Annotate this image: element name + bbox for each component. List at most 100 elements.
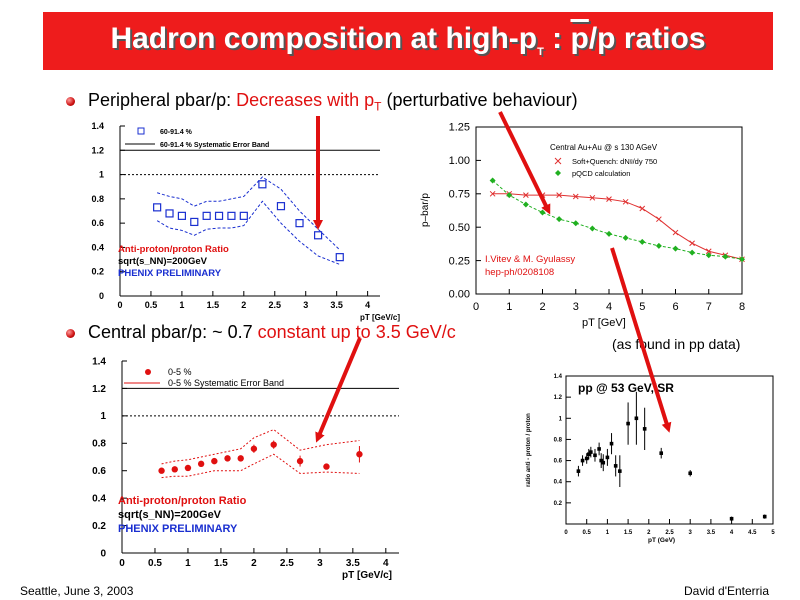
data-point [184,464,192,472]
x-tick-label: 1 [606,530,610,536]
data-point [171,466,178,473]
data-point [270,441,277,448]
x-tick-label: 4.5 [748,530,757,536]
legend-marker [555,170,561,176]
data-point [672,229,679,236]
y-tick-label: 0.4 [92,493,106,504]
y-tick-label: 0.8 [554,437,563,443]
x-tick-label: 1 [506,301,512,313]
data-point [214,211,224,220]
x-tick-label: 3 [303,300,308,310]
data-point [589,194,596,201]
bullet1-suffix: (perturbative behaviour) [381,90,578,110]
y-tick-label: 1 [559,416,563,422]
data-point [722,253,729,260]
peripheral-chart: 0 0.5 1 1.5 2 2.5 3 3.5 4 0 0.2 0.4 0.6 0.8 1 1.2 1.4 60-… [91,121,400,322]
legend-entry: 0-5 % Systematic Error Band [168,378,284,388]
y-axis-label: p–bar/p [420,193,431,227]
title-subscript: T [537,46,544,58]
y-tick-label: 0.6 [92,466,106,477]
data-point [211,457,218,465]
plot-frame [475,126,743,295]
chart-label-phenix: PHENIX PRELIMINARY [118,523,238,535]
error-band-upper [161,428,360,465]
theory-chart: 0 1 2 3 4 5 6 7 8 0.00 0.25 0.50 0.75 1.00 1.25 Central… [420,122,745,329]
y-tick-label: 0.8 [91,194,104,204]
data-point [762,514,767,519]
data-point [258,180,267,189]
data-point [153,203,162,212]
x-tick-label: 2 [241,300,246,310]
data-point [323,463,330,470]
data-point [599,458,603,463]
data-point [227,211,236,220]
data-point [655,242,662,249]
data-point [586,452,591,457]
y-tick-label: 1.4 [92,356,106,367]
y-tick-label: 0.25 [449,255,470,267]
y-tick-label: 0.2 [554,501,563,507]
data-point [659,451,664,455]
y-tick-label: 0.2 [92,521,106,532]
data-point [605,455,610,460]
data-point [729,516,734,521]
data-point [239,211,248,220]
data-point [672,245,679,252]
y-tick-label: 0.8 [92,439,106,450]
data-point [580,458,585,463]
y-tick-label: 1.00 [449,155,470,167]
data-point [593,453,597,458]
plot-frame [565,375,774,525]
data-point [202,211,211,220]
data-point [190,217,199,227]
data-point [639,238,646,245]
data-point [597,447,601,451]
y-tick-label: 1.2 [554,395,563,401]
y-tick-label: 1 [99,170,104,180]
y-tick-label: 1.4 [91,121,104,131]
data-point [556,192,562,198]
title-main: Hadron composition at high-p [110,22,538,55]
x-tick-label: 1.5 [207,300,220,310]
y-tick-label: 1.2 [92,384,106,395]
data-point [622,198,629,205]
chart-label-ratio: Anti-proton/proton Ratio [118,244,229,255]
x-tick-label: 1 [185,558,191,569]
x-tick-label: 0 [119,558,125,569]
x-tick-label: 5 [771,530,775,536]
x-tick-label: 3.5 [346,558,360,569]
x-tick-label: 4 [606,301,612,313]
legend-entry: pQCD calculation [572,169,630,178]
y-tick-label: 1 [100,411,106,422]
arrow-annotation [315,337,362,443]
legend-entry: Soft+Quench: dNᵍ/dy 750 [572,157,657,166]
data-point [606,230,612,237]
chart-label-energy: sqrt(s_NN)=200GeV [118,256,208,267]
y-tick-label: 0.6 [554,459,563,465]
data-point [572,220,579,227]
data-point [356,451,363,458]
x-tick-label: 2.5 [665,530,674,536]
x-tick-label: 6 [672,301,678,313]
data-point [689,240,695,247]
legend-marker [145,369,151,375]
pp-isr-chart: 0 0.5 1 1.5 2 2.5 3 3.5 4 4.5 5 0.2 0.4 0.6 0.8 1 1.2 1.4… [526,374,775,544]
series-line [492,180,743,260]
x-tick-label: 5 [639,301,645,313]
x-tick-label: 3 [689,530,693,536]
x-axis-label: pT [GeV/c] [360,313,400,322]
x-tick-label: 0 [473,301,479,313]
data-point [589,225,596,232]
x-tick-label: 8 [739,301,745,313]
data-point [224,455,231,462]
data-point [489,190,496,197]
bullet2-prefix: Central pbar/p: ~ 0.7 [88,322,258,342]
central-chart: 0 0.5 1 1.5 2 2.5 3 3.5 4 0 0.2 0.4 0.6 0.8 1 1.2 1.4 0-5… [92,356,399,581]
chart-label-ratio: Anti-proton/proton Ratio [118,495,247,507]
data-point [689,249,696,256]
bullet-peripheral: Peripheral pbar/p: Decreases with pT (pe… [88,90,578,114]
y-tick-label: 0.75 [449,188,470,200]
y-tick-label: 0 [99,291,104,301]
y-tick-label: 0.4 [91,242,104,252]
